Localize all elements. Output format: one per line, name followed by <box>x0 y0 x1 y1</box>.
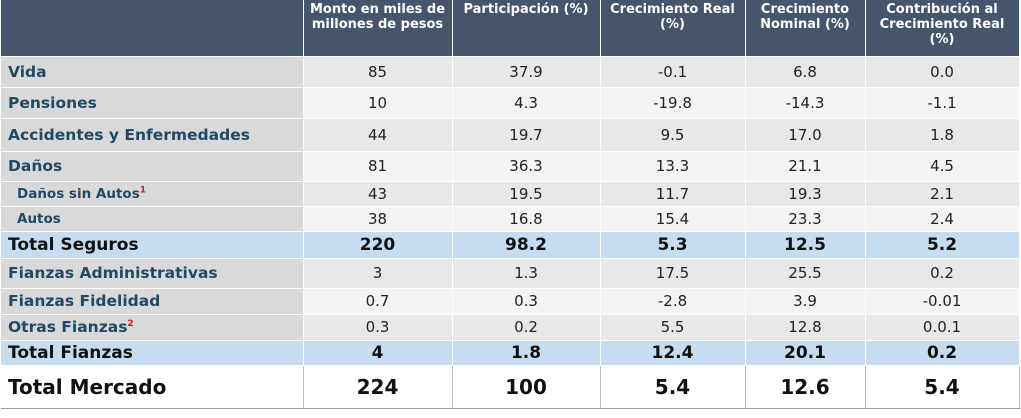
cell-monto: 3 <box>303 258 453 289</box>
cell-crecimiento-real: -0.1 <box>600 56 746 88</box>
cell-contribucion: 0.0.1 <box>865 314 1020 341</box>
header-contribucion: Contribución al Crecimiento Real (%) <box>865 0 1020 57</box>
table-row-fianzas-fidelidad: Fianzas Fidelidad 0.7 0.3 -2.8 3.9 -0.01 <box>1 288 1020 315</box>
header-monto: Monto en miles de millones de pesos <box>303 0 453 57</box>
cell-crecimiento-nominal: 17.0 <box>745 118 866 152</box>
cell-participacion: 19.7 <box>452 118 601 152</box>
cell-crecimiento-nominal: 23.3 <box>745 206 866 232</box>
cell-crecimiento-real: 9.5 <box>600 118 746 152</box>
cell-crecimiento-nominal: 6.8 <box>745 56 866 88</box>
cell-crecimiento-nominal: 3.9 <box>745 288 866 315</box>
cell-crecimiento-real: 13.3 <box>600 151 746 182</box>
cell-participacion: 37.9 <box>452 56 601 88</box>
table-row-total-seguros: Total Seguros 220 98.2 5.3 12.5 5.2 <box>1 231 1020 259</box>
cell-contribucion: 2.1 <box>865 181 1020 207</box>
cell-crecimiento-real: 5.4 <box>600 364 746 409</box>
cell-participacion: 98.2 <box>452 231 601 259</box>
cell-monto: 10 <box>303 87 453 119</box>
row-label: Daños sin Autos1 <box>1 181 304 207</box>
footnote-marker: 1 <box>139 185 146 195</box>
cell-crecimiento-real: 11.7 <box>600 181 746 207</box>
cell-contribucion: 2.4 <box>865 206 1020 232</box>
cell-participacion: 4.3 <box>452 87 601 119</box>
row-label: Accidentes y Enfermedades <box>1 118 304 152</box>
table-row-pensiones: Pensiones 10 4.3 -19.8 -14.3 -1.1 <box>1 87 1020 119</box>
cell-participacion: 0.2 <box>452 314 601 341</box>
cell-monto: 38 <box>303 206 453 232</box>
row-label: Pensiones <box>1 87 304 119</box>
row-label: Vida <box>1 56 304 88</box>
cell-crecimiento-real: 5.5 <box>600 314 746 341</box>
table-row-otras-fianzas: Otras Fianzas2 0.3 0.2 5.5 12.8 0.0.1 <box>1 314 1020 341</box>
cell-crecimiento-nominal: 12.5 <box>745 231 866 259</box>
cell-contribucion: 5.4 <box>865 364 1020 409</box>
header-crecimiento-nominal: Crecimiento Nominal (%) <box>745 0 866 57</box>
cell-participacion: 19.5 <box>452 181 601 207</box>
cell-crecimiento-real: 5.3 <box>600 231 746 259</box>
cell-crecimiento-nominal: -14.3 <box>745 87 866 119</box>
header-participacion: Participación (%) <box>452 0 601 57</box>
cell-crecimiento-nominal: 12.6 <box>745 364 866 409</box>
cell-crecimiento-nominal: 21.1 <box>745 151 866 182</box>
table-row-fianzas-administrativas: Fianzas Administrativas 3 1.3 17.5 25.5 … <box>1 258 1020 289</box>
cell-contribucion: 0.2 <box>865 340 1020 366</box>
row-label: Total Seguros <box>1 231 304 259</box>
cell-monto: 4 <box>303 340 453 366</box>
footnote-marker: 2 <box>127 318 134 329</box>
cell-crecimiento-real: -19.8 <box>600 87 746 119</box>
row-label-text: Daños sin Autos <box>17 185 140 202</box>
row-label: Total Mercado <box>1 364 304 409</box>
row-label: Otras Fianzas2 <box>1 314 304 341</box>
cell-crecimiento-real: 17.5 <box>600 258 746 289</box>
cell-monto: 220 <box>303 231 453 259</box>
cell-monto: 81 <box>303 151 453 182</box>
table-row-autos: Autos 38 16.8 15.4 23.3 2.4 <box>1 206 1020 232</box>
cell-participacion: 16.8 <box>452 206 601 232</box>
table-row-danos: Daños 81 36.3 13.3 21.1 4.5 <box>1 151 1020 182</box>
market-table: Monto en miles de millones de pesos Part… <box>1 0 1020 409</box>
cell-participacion: 0.3 <box>452 288 601 315</box>
row-label: Fianzas Administrativas <box>1 258 304 289</box>
cell-monto: 0.3 <box>303 314 453 341</box>
cell-monto: 224 <box>303 364 453 409</box>
cell-crecimiento-real: 15.4 <box>600 206 746 232</box>
table-row-total-fianzas: Total Fianzas 4 1.8 12.4 20.1 0.2 <box>1 340 1020 366</box>
header-crecimiento-real: Crecimiento Real (%) <box>600 0 746 57</box>
cell-crecimiento-nominal: 19.3 <box>745 181 866 207</box>
cell-contribucion: -0.01 <box>865 288 1020 315</box>
cell-monto: 85 <box>303 56 453 88</box>
cell-monto: 0.7 <box>303 288 453 315</box>
cell-contribucion: 0.2 <box>865 258 1020 289</box>
row-label: Total Fianzas <box>1 340 304 366</box>
cell-monto: 44 <box>303 118 453 152</box>
table-row-accidentes: Accidentes y Enfermedades 44 19.7 9.5 17… <box>1 118 1020 152</box>
row-label-text: Otras Fianzas <box>8 318 128 336</box>
table-row-danos-sin-autos: Daños sin Autos1 43 19.5 11.7 19.3 2.1 <box>1 181 1020 207</box>
header-blank <box>1 0 304 57</box>
cell-crecimiento-nominal: 12.8 <box>745 314 866 341</box>
cell-monto: 43 <box>303 181 453 207</box>
cell-crecimiento-real: 12.4 <box>600 340 746 366</box>
row-label: Autos <box>1 206 304 232</box>
cell-contribucion: 4.5 <box>865 151 1020 182</box>
row-label: Daños <box>1 151 304 182</box>
cell-participacion: 100 <box>452 364 601 409</box>
row-label: Fianzas Fidelidad <box>1 288 304 315</box>
cell-crecimiento-nominal: 25.5 <box>745 258 866 289</box>
header-row: Monto en miles de millones de pesos Part… <box>1 0 1020 57</box>
table-row-vida: Vida 85 37.9 -0.1 6.8 0.0 <box>1 56 1020 88</box>
cell-participacion: 36.3 <box>452 151 601 182</box>
cell-crecimiento-real: -2.8 <box>600 288 746 315</box>
cell-participacion: 1.3 <box>452 258 601 289</box>
cell-contribucion: 5.2 <box>865 231 1020 259</box>
cell-crecimiento-nominal: 20.1 <box>745 340 866 366</box>
cell-contribucion: 1.8 <box>865 118 1020 152</box>
cell-participacion: 1.8 <box>452 340 601 366</box>
table-row-total-mercado: Total Mercado 224 100 5.4 12.6 5.4 <box>1 364 1020 409</box>
cell-contribucion: 0.0 <box>865 56 1020 88</box>
cell-contribucion: -1.1 <box>865 87 1020 119</box>
